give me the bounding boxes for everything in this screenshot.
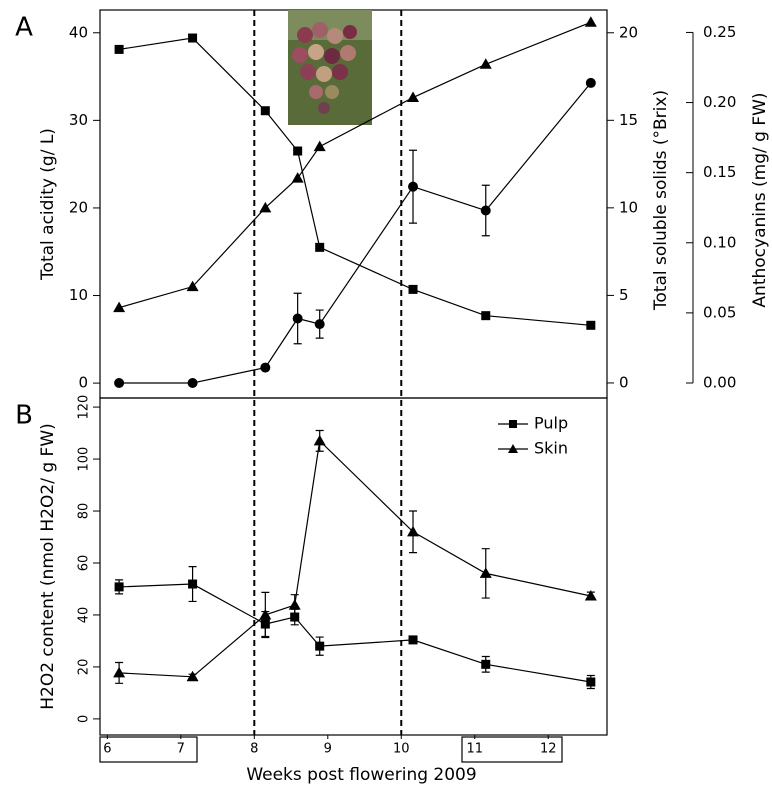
marker (260, 362, 271, 373)
legend-marker (508, 444, 518, 453)
y-tick-label: 60 (77, 555, 92, 572)
marker (113, 301, 126, 313)
y3-tick-label: 0.10 (703, 233, 736, 251)
marker (481, 659, 491, 669)
marker (293, 146, 303, 156)
x-tick-label: 11 (466, 742, 483, 757)
marker (188, 33, 198, 43)
series-line (119, 583, 591, 683)
marker (480, 205, 491, 216)
y3-tick-label: 0.25 (703, 23, 736, 41)
y-tick-label: 0 (77, 715, 92, 723)
series-line (119, 439, 591, 678)
marker (260, 106, 270, 116)
y-tick-label: 120 (77, 395, 92, 420)
x-tick-label: 8 (250, 742, 258, 757)
legend-label: Skin (534, 439, 568, 458)
marker (407, 525, 420, 537)
marker (479, 567, 492, 578)
x-bracket (461, 736, 563, 763)
y3-axis-label: Anthocyanins (mg/ g FW) (750, 92, 770, 307)
marker (292, 313, 303, 324)
marker (114, 44, 124, 54)
series-line (118, 21, 592, 309)
marker (313, 434, 326, 446)
panel-label: A (15, 13, 33, 43)
y3-tick-label: 0.20 (703, 93, 736, 111)
marker (259, 201, 272, 213)
y2-tick-label: 20 (619, 23, 638, 41)
marker (586, 677, 596, 687)
y3-tick-label: 0.15 (703, 163, 736, 181)
marker (186, 280, 199, 292)
marker (114, 377, 125, 388)
y-tick-label: 20 (77, 659, 92, 676)
marker (113, 666, 126, 678)
y-tick-label: 80 (77, 503, 92, 520)
y-tick-label: 40 (69, 23, 88, 41)
y2-tick-label: 5 (619, 286, 629, 304)
marker (188, 579, 198, 589)
marker (114, 582, 124, 592)
marker (408, 635, 418, 645)
marker (584, 16, 597, 27)
legend-label: Pulp (534, 414, 568, 433)
marker (408, 284, 418, 294)
marker (291, 172, 304, 183)
marker (315, 641, 325, 651)
marker (584, 589, 597, 601)
marker (315, 242, 325, 252)
marker (407, 91, 420, 103)
marker (290, 612, 300, 622)
x-tick-label: 7 (177, 742, 185, 757)
y-axis-label: H2O2 content (nmol H2O2/ g FW) (38, 423, 58, 710)
y3-tick-label: 0.05 (703, 303, 736, 321)
y-tick-label: 100 (77, 447, 92, 472)
marker (479, 58, 492, 69)
y-tick-label: 10 (69, 286, 88, 304)
y3-tick-label: 0.00 (703, 373, 736, 391)
panel-b-frame (99, 397, 608, 736)
legend-marker (509, 420, 517, 428)
x-tick-label: 6 (103, 742, 111, 757)
marker (585, 77, 596, 88)
grape-photo (288, 10, 372, 125)
x-tick-label: 9 (324, 742, 332, 757)
x-axis-label: Weeks post flowering 2009 (246, 765, 476, 785)
marker (313, 140, 326, 152)
series-line (119, 82, 592, 384)
y2-tick-label: 0 (619, 373, 629, 391)
y2-tick-label: 15 (619, 111, 638, 129)
y2-axis-label: Total soluble solids (°Brix) (651, 90, 671, 311)
marker (259, 608, 272, 620)
panel-label: B (15, 401, 33, 431)
x-tick-label: 12 (540, 742, 557, 757)
x-bracket (99, 736, 198, 763)
marker (288, 599, 301, 610)
marker (187, 377, 198, 388)
marker (408, 181, 419, 192)
marker (186, 670, 199, 682)
marker (586, 320, 596, 330)
series-line (119, 37, 591, 326)
marker (481, 311, 491, 321)
marker (314, 319, 325, 330)
y-tick-label: 0 (78, 374, 88, 392)
y2-tick-label: 10 (619, 198, 638, 216)
y-tick-label: 30 (69, 111, 88, 129)
y-tick-label: 40 (77, 607, 92, 624)
y-tick-label: 20 (69, 198, 88, 216)
y-axis-label: Total acidity (g/ L) (38, 128, 58, 281)
x-tick-label: 10 (393, 742, 410, 757)
